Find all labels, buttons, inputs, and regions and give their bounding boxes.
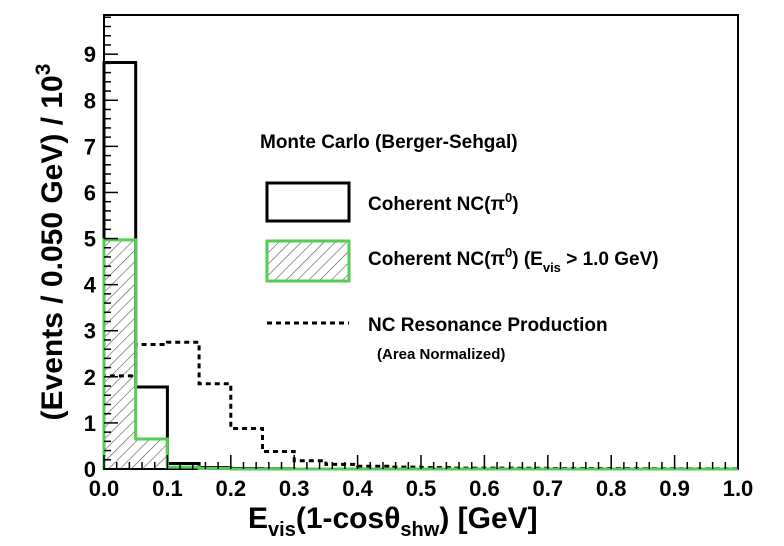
legend-swatch-coherent-cut bbox=[265, 239, 351, 283]
y-tick-label: 8 bbox=[84, 88, 96, 113]
x-tick-label: 0.6 bbox=[469, 476, 500, 501]
y-tick-label: 4 bbox=[84, 273, 97, 298]
axis-ticks bbox=[103, 16, 739, 470]
legend-title: Monte Carlo (Berger-Sehgal) bbox=[260, 132, 518, 153]
series-layer bbox=[102, 60, 740, 471]
y-tick-label: 3 bbox=[84, 319, 96, 344]
plot-frame bbox=[103, 14, 739, 470]
x-tick-label: 0.7 bbox=[533, 476, 564, 501]
x-tick-label: 0.5 bbox=[406, 476, 437, 501]
y-tick-label: 6 bbox=[84, 180, 96, 205]
x-tick-label: 0.4 bbox=[342, 476, 373, 501]
legend-label-coherent-cut: Coherent NC(π0) (Evis > 1.0 GeV) bbox=[368, 245, 659, 275]
legend-swatch-coherent bbox=[265, 181, 351, 223]
series-coherent-cut-line bbox=[102, 238, 738, 471]
x-tick-label: 0.9 bbox=[659, 476, 690, 501]
x-axis-title: Evis(1-cosθshw) [GeV] bbox=[248, 502, 538, 541]
x-tick-labels: 0.0 0.1 0.2 0.3 0.4 0.5 0.6 0.7 0.8 0.9 1.0 bbox=[89, 476, 754, 501]
y-tick-label: 2 bbox=[84, 365, 96, 390]
x-tick-label: 0.2 bbox=[216, 476, 247, 501]
x-tick-label: 0.0 bbox=[89, 476, 120, 501]
x-tick-label: 1.0 bbox=[723, 476, 754, 501]
x-tick-label: 0.8 bbox=[596, 476, 627, 501]
legend-label-resonance: NC Resonance Production bbox=[368, 315, 608, 336]
y-axis-title: (Events / 0.050 GeV) / 103 bbox=[32, 64, 69, 421]
legend: Monte Carlo (Berger-Sehgal) Coherent NC(… bbox=[260, 132, 659, 363]
legend-note-resonance: (Area Normalized) bbox=[377, 346, 505, 363]
y-tick-label: 5 bbox=[84, 227, 96, 252]
y-tick-label: 1 bbox=[84, 411, 96, 436]
y-tick-label: 9 bbox=[84, 42, 96, 67]
y-tick-label: 7 bbox=[84, 134, 96, 159]
y-tick-label: 0 bbox=[84, 457, 96, 482]
legend-label-coherent: Coherent NC(π0) bbox=[368, 190, 519, 215]
x-tick-label: 0.3 bbox=[279, 476, 310, 501]
x-tick-label: 0.1 bbox=[152, 476, 183, 501]
y-tick-labels: 0 1 2 3 4 5 6 7 8 9 bbox=[84, 42, 97, 482]
